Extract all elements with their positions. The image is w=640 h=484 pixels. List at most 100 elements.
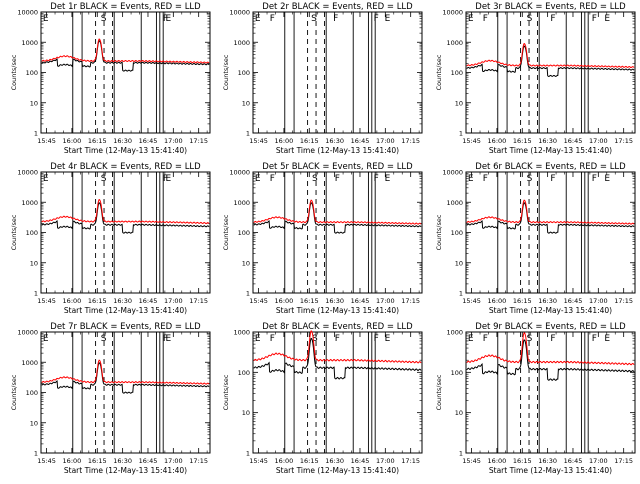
lld-series-line: [41, 38, 210, 64]
x-tick-label: 16:00: [275, 137, 294, 145]
x-tick-label: 17:15: [401, 297, 420, 305]
region-label: E: [468, 174, 474, 184]
region-label: F: [592, 14, 597, 24]
y-tick-label: 100: [26, 389, 38, 397]
panel-det-5: Det 5r BLACK = Events, RED = LLD 1 10 100 10…: [222, 162, 423, 315]
x-tick-label: 17:15: [614, 457, 633, 465]
y-tick-label: 100: [238, 369, 250, 377]
region-label: E: [385, 334, 391, 344]
panel-det-8: Det 8r BLACK = Events, RED = LLD 1 10 100 10…: [222, 322, 423, 475]
y-axis-label: Counts/sec: [435, 374, 443, 410]
y-tick-label: 1: [34, 290, 38, 298]
y-tick-label: 1: [459, 130, 463, 138]
x-tick-label: 16:15: [88, 457, 107, 465]
x-tick-label: 16:15: [300, 457, 319, 465]
events-series-line: [466, 339, 635, 381]
region-label: S: [101, 174, 107, 184]
y-tick-label: 10000: [17, 169, 38, 177]
y-axis-label: Counts/sec: [10, 54, 18, 90]
region-label: F: [592, 334, 597, 344]
panel-title: Det 4r BLACK = Events, RED = LLD: [50, 162, 201, 172]
x-tick-label: 17:00: [164, 457, 183, 465]
x-tick-label: 15:45: [37, 137, 56, 145]
x-tick-label: 17:15: [614, 137, 633, 145]
y-axis-label: Counts/sec: [10, 214, 18, 250]
y-axis-label: Counts/sec: [222, 214, 230, 250]
region-label: S: [527, 14, 533, 24]
region-label: S: [527, 174, 533, 184]
y-tick-label: 10000: [229, 169, 250, 177]
panel-det-9: Det 9r BLACK = Events, RED = LLD 1 10 100 10…: [435, 322, 636, 475]
x-tick-label: 16:00: [275, 457, 294, 465]
x-tick-label: 16:45: [139, 297, 158, 305]
x-axis-label: Start Time (12-May-13 15:41:40): [64, 466, 187, 475]
x-tick-label: 16:00: [488, 457, 507, 465]
lld-series-line: [253, 330, 422, 364]
panel-title: Det 6r BLACK = Events, RED = LLD: [475, 162, 626, 172]
x-tick-label: 15:45: [249, 457, 268, 465]
region-label: E: [385, 174, 391, 184]
region-label: E: [468, 334, 474, 344]
x-tick-label: 17:00: [376, 457, 395, 465]
x-axis-label: Start Time (12-May-13 15:41:40): [489, 466, 612, 475]
x-tick-label: 16:00: [275, 297, 294, 305]
y-tick-label: 10000: [442, 169, 463, 177]
region-label: S: [311, 14, 317, 24]
region-label: F: [333, 14, 338, 24]
region-label: F: [270, 14, 275, 24]
panel-title: Det 7r BLACK = Events, RED = LLD: [50, 322, 201, 332]
x-tick-label: 15:45: [37, 297, 56, 305]
y-tick-label: 10000: [442, 9, 463, 17]
lld-series-line: [466, 199, 635, 225]
y-tick-label: 1000: [21, 39, 38, 47]
x-tick-label: 17:15: [189, 137, 208, 145]
y-axis-label: Counts/sec: [222, 54, 230, 90]
x-tick-label: 17:15: [401, 137, 420, 145]
region-label: F: [335, 174, 340, 184]
x-tick-label: 16:00: [63, 137, 82, 145]
region-label: F: [270, 174, 275, 184]
panel-det-1: Det 1r BLACK = Events, RED = LLD 1 10 100 10…: [10, 2, 211, 155]
x-tick-label: 17:00: [376, 137, 395, 145]
plot-frame: [252, 331, 423, 454]
x-tick-label: 17:15: [189, 297, 208, 305]
y-tick-label: 1: [34, 450, 38, 458]
plot-frame: [252, 11, 423, 134]
region-label: F: [483, 14, 488, 24]
y-tick-label: 100: [451, 229, 463, 237]
x-tick-label: 16:30: [113, 297, 132, 305]
panel-title: Det 1r BLACK = Events, RED = LLD: [50, 2, 201, 12]
region-label: E: [255, 14, 261, 24]
y-tick-label: 1000: [233, 329, 250, 337]
y-tick-label: 1: [246, 450, 250, 458]
y-tick-label: 100: [26, 229, 38, 237]
lld-series-line: [41, 359, 210, 385]
x-tick-label: 15:45: [462, 457, 481, 465]
region-label: F: [550, 334, 555, 344]
region-label: S: [312, 174, 318, 184]
lld-series-line: [41, 199, 210, 225]
y-tick-label: 10000: [17, 9, 38, 17]
region-label: E: [604, 334, 610, 344]
x-tick-label: 16:00: [488, 297, 507, 305]
y-tick-label: 10: [30, 419, 38, 427]
region-label: E: [43, 14, 49, 24]
lld-series-line: [466, 332, 635, 366]
x-tick-label: 16:15: [513, 137, 532, 145]
region-label: E: [255, 334, 261, 344]
x-axis-label: Start Time (12-May-13 15:41:40): [64, 146, 187, 155]
y-tick-label: 1: [459, 450, 463, 458]
x-tick-label: 16:15: [513, 297, 532, 305]
lld-series-line: [253, 199, 422, 225]
region-label: F: [592, 174, 597, 184]
y-tick-label: 1000: [21, 359, 38, 367]
x-tick-label: 17:15: [614, 297, 633, 305]
x-tick-label: 16:30: [538, 137, 557, 145]
region-label: E: [43, 174, 49, 184]
x-axis-label: Start Time (12-May-13 15:41:40): [489, 306, 612, 315]
region-label: F: [335, 334, 340, 344]
region-label: S: [527, 334, 533, 344]
region-label: F: [483, 334, 488, 344]
x-tick-label: 16:45: [351, 297, 370, 305]
x-tick-label: 16:30: [538, 457, 557, 465]
